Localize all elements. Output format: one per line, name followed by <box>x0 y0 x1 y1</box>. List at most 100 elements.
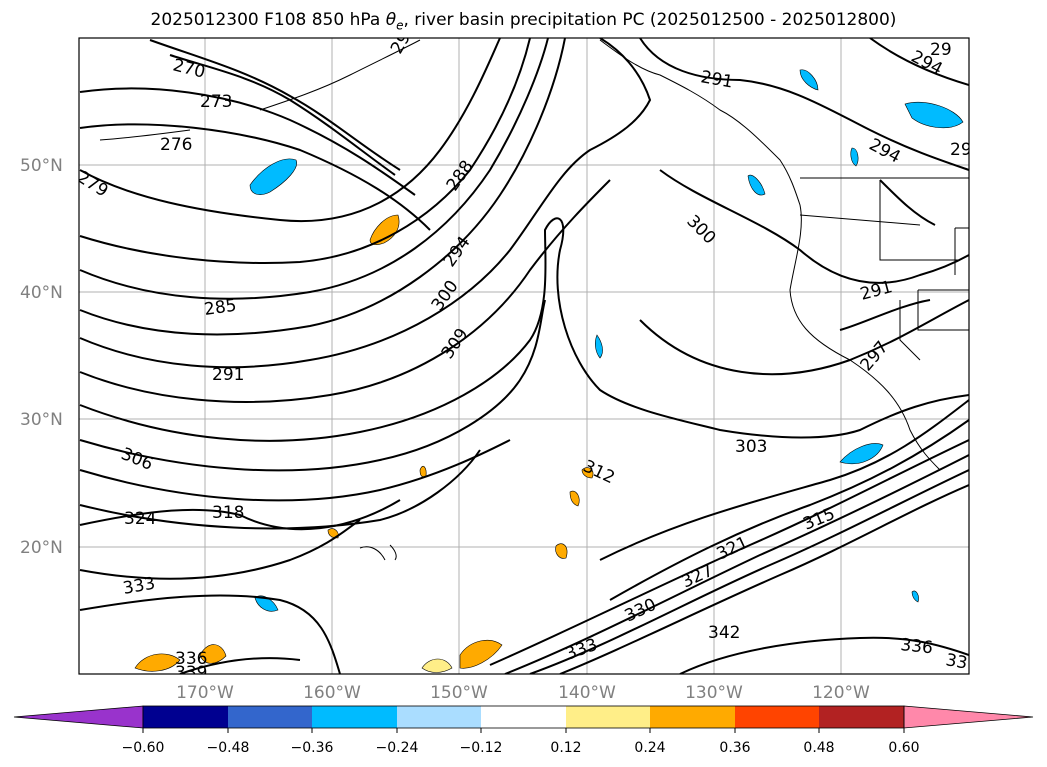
colorbar: −0.60 −0.48 −0.36 −0.24 −0.12 0.12 0.24 … <box>13 705 1034 756</box>
lon-label: 170°W <box>176 683 234 703</box>
precip-blob-negative <box>595 334 603 359</box>
contour-line <box>659 169 969 284</box>
precip-blob-negative <box>850 147 859 167</box>
contour-line <box>79 87 416 196</box>
coastline-alaska <box>259 39 421 111</box>
precip-blob-negative <box>254 595 279 612</box>
colorbar-tick-label: −0.36 <box>291 740 334 756</box>
contour-line <box>639 299 969 376</box>
lat-label: 50°N <box>20 156 63 176</box>
coastline-aleutians <box>99 129 191 141</box>
colorbar-tick-label: 0.12 <box>550 740 581 756</box>
lon-label: 160°W <box>303 683 361 703</box>
contour-line <box>79 299 546 472</box>
longitude-labels: 170°W 160°W 150°W 140°W 130°W 120°W <box>176 683 870 703</box>
state-border <box>799 214 921 226</box>
state-border <box>899 300 921 361</box>
state-border <box>917 289 969 331</box>
map-title: 2025012300 F108 850 hPa θe, river basin … <box>150 10 897 33</box>
lat-label: 40°N <box>20 283 63 303</box>
lon-label: 140°W <box>558 683 616 703</box>
precip-blob-negative <box>839 443 884 465</box>
colorbar-tick-label: −0.48 <box>207 740 250 756</box>
colorbar-tick-label: 0.24 <box>634 740 665 756</box>
lon-label: 120°W <box>812 683 870 703</box>
precip-blob-negative <box>249 158 297 195</box>
contour-line <box>179 657 301 674</box>
contour-line <box>679 636 969 674</box>
contour-label: 324 <box>124 509 156 529</box>
precip-blob-positive <box>327 528 339 539</box>
precip-shading <box>134 69 964 673</box>
coastline-hawaii <box>359 544 397 561</box>
precip-blob-positive <box>419 465 427 478</box>
precip-blob-negative <box>904 101 964 129</box>
coastlines <box>99 39 969 561</box>
contour-line <box>639 38 969 171</box>
contour-line <box>79 38 566 336</box>
contour-label: 285 <box>203 296 238 320</box>
lon-label: 150°W <box>430 683 488 703</box>
precip-blob-negative <box>799 69 819 91</box>
contour-line <box>504 454 969 674</box>
precip-blob-positive <box>199 644 227 664</box>
contour-line <box>879 179 936 226</box>
precip-blob-positive <box>581 467 594 479</box>
contour-label: 336 <box>175 649 207 669</box>
contour-label: 342 <box>708 623 740 643</box>
colorbar-tick-label: −0.12 <box>460 740 503 756</box>
colorbar-segment <box>481 706 566 728</box>
contour-line <box>79 217 969 442</box>
colorbar-tick-label: 0.36 <box>719 740 750 756</box>
contour-line <box>609 419 969 601</box>
colorbar-extension-max <box>903 705 1034 729</box>
map-background <box>79 38 969 674</box>
latitude-labels: 50°N 40°N 30°N 20°N <box>20 156 63 558</box>
coastline-north-america <box>599 39 941 471</box>
contour-line <box>79 449 481 530</box>
lat-label: 30°N <box>20 410 63 430</box>
contour-label: 29 <box>950 140 972 160</box>
contour-line <box>79 123 431 231</box>
precip-blob-positive <box>459 639 503 669</box>
contour-line <box>149 39 401 171</box>
colorbar-segment <box>566 706 650 728</box>
contour-label: 276 <box>160 135 192 155</box>
contour-line <box>869 38 969 86</box>
theta-e-contours <box>79 38 969 674</box>
contour-label: 291 <box>212 365 244 385</box>
contour-line <box>839 299 931 331</box>
contour-line <box>489 439 969 666</box>
colorbar-extension-min <box>13 705 144 729</box>
colorbar-frame <box>142 705 905 729</box>
precip-blob-positive <box>569 490 580 507</box>
colorbar-tick-label: −0.60 <box>122 740 165 756</box>
colorbar-tick-label: −0.24 <box>376 740 419 756</box>
colorbar-tick-label: 0.60 <box>888 740 919 756</box>
contour-line <box>79 499 401 531</box>
colorbar-segment <box>143 706 228 728</box>
colorbar-segment <box>312 706 397 728</box>
state-border <box>879 180 960 261</box>
colorbar-segment <box>397 706 481 728</box>
contour-label: 29 <box>930 40 952 60</box>
contour-label: 318 <box>212 503 244 523</box>
state-border <box>954 227 969 275</box>
contour-line <box>599 399 969 561</box>
precip-blob-positive <box>421 658 453 673</box>
contour-line <box>559 484 969 674</box>
contour-line <box>529 469 969 674</box>
colorbar-segment <box>735 706 819 728</box>
contour-line <box>79 38 652 369</box>
contour-label: 303 <box>735 437 767 457</box>
lon-label: 130°W <box>685 683 743 703</box>
precip-blob-positive <box>555 543 568 559</box>
colorbar-segment <box>228 706 312 728</box>
contour-line <box>79 38 531 264</box>
precip-blob-positive <box>134 653 181 672</box>
contour-line <box>79 179 611 403</box>
contour-label: 273 <box>200 92 232 112</box>
contour-label: 339 <box>175 663 207 683</box>
colorbar-segment <box>650 706 735 728</box>
